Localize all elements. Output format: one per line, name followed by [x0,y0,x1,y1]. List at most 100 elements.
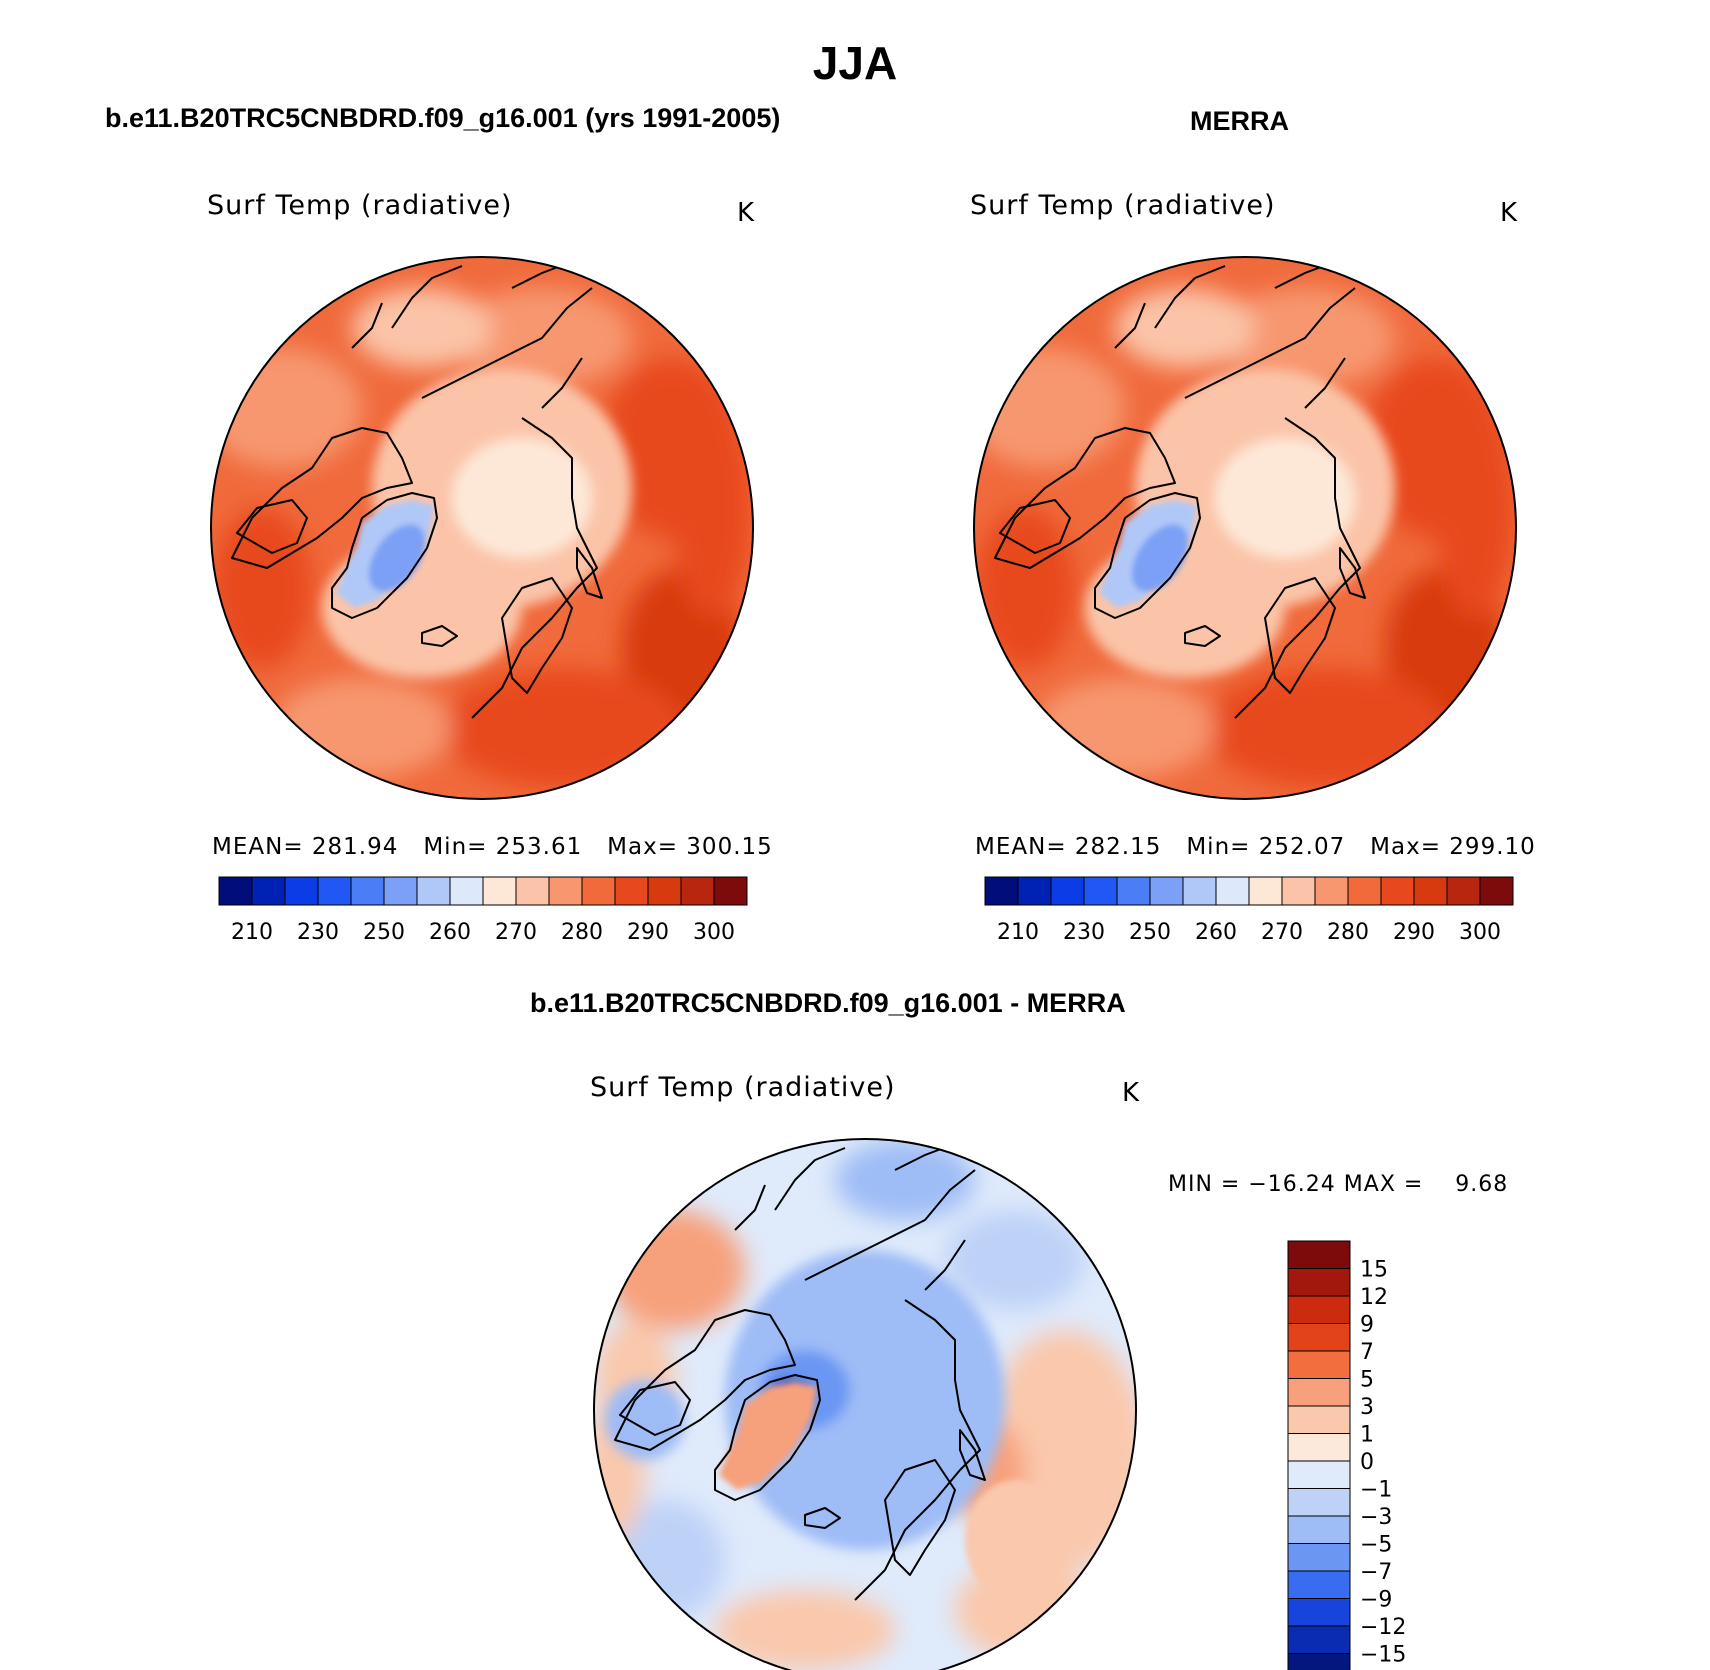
colorbar-swatch [1116,876,1151,906]
colorbar-swatch [984,876,1019,906]
warm-region [975,508,1075,668]
map-border [593,1138,1137,1670]
colorbar-swatch [548,876,583,906]
colorbar-swatch [1446,876,1481,906]
panel-1-units: K [737,198,756,228]
colorbar-swatch [1287,1240,1351,1269]
diff-min-label: MIN = [1168,1172,1241,1197]
diff-units: K [1122,1078,1141,1108]
greenland-ice [1099,500,1197,608]
coastline [994,427,1176,569]
colorbar-swatch [317,876,352,906]
arctic-ocean-inner [1215,438,1355,558]
colorbar-tick-label: −5 [1360,1533,1392,1558]
panel-2-min: 252.07 [1258,834,1346,860]
colorbar-swatch [1248,876,1283,906]
colorbar-tick-label: 290 [1393,920,1435,945]
diff-max: 9.68 [1455,1172,1509,1197]
greenland-ice [336,500,434,608]
colorbar-swatch [680,876,715,906]
panel-1-max-label: Max= [607,834,678,860]
diff-minmax: MIN = −16.24 MAX = 9.68 [1168,1172,1508,1197]
coastline [959,1429,986,1481]
coastline [714,1374,821,1501]
colorbar-swatch [515,876,550,906]
colorbar-tick-label: 230 [1063,920,1105,945]
colorbar-swatch [1347,876,1382,906]
coastline [1184,287,1361,719]
panel-1-mean: 281.94 [311,834,399,860]
colorbar-tick-label: 230 [297,920,339,945]
diff-min: −16.24 [1248,1172,1336,1197]
colorbar-tick-label: 280 [1327,920,1369,945]
panel-2-max-label: Max= [1370,834,1441,860]
panel-2-units: K [1500,198,1519,228]
colorbar-tick-label: −1 [1360,1478,1392,1503]
warm-region [352,288,492,368]
diff-variable: Surf Temp (radiative) [590,1072,896,1103]
warm-region [442,668,682,788]
panel-2-min-label: Min= [1186,834,1251,860]
warm-region [211,348,362,468]
warm-region [1205,668,1445,788]
greenland-warm-anomaly [719,1382,817,1490]
colorbar-swatch [1287,1488,1351,1517]
colorbar-tick-label: 250 [363,920,405,945]
panel-2-variable: Surf Temp (radiative) [970,190,1276,221]
colorbar-tick-label: 270 [495,920,537,945]
colorbar-swatch [1287,1460,1351,1489]
panel-2-mean-label: MEAN= [975,834,1067,860]
panel-1-mean-label: MEAN= [212,834,304,860]
panel-2-heading: MERRA [1190,106,1289,136]
coastline [804,1507,841,1529]
map-border [973,256,1517,800]
warm-region [974,348,1125,468]
colorbar-swatch [1017,876,1052,906]
coastline [1094,492,1201,619]
coastlines [994,257,1366,719]
colorbar-swatch [1287,1350,1351,1379]
colorbar-tick-label: 3 [1360,1395,1374,1420]
colorbar-tick-label: 7 [1360,1340,1374,1365]
coastline [576,547,603,599]
colorbar-swatch [1149,876,1184,906]
coastline [614,1309,796,1451]
colorbar-swatch [1287,1433,1351,1462]
colorbar-swatch [1083,876,1118,906]
coastline [1339,547,1366,599]
colorbar-tick-label: 1 [1360,1423,1374,1448]
arctic-ocean-inner [452,438,592,558]
anomaly-region [835,1140,975,1220]
colorbar-tick-label: 270 [1261,920,1303,945]
colorbar-swatch [1287,1268,1351,1297]
colorbar-tick-label: 5 [1360,1368,1374,1393]
panel-1-stats: MEAN= 281.94 Min= 253.61 Max= 300.15 [212,834,773,860]
colorbar-tick-label: 210 [231,920,273,945]
panel-2-mean: 282.15 [1074,834,1162,860]
anomaly-region [945,1210,1085,1310]
colorbar-swatch [1182,876,1217,906]
polar-map-3 [594,1139,1136,1670]
colorbar-swatch [1380,876,1415,906]
colorbar-swatch [1287,1405,1351,1434]
map-border [210,256,754,800]
colorbar-swatch [449,876,484,906]
colorbar-tick-label: 0 [1360,1450,1374,1475]
colorbar-swatch [1050,876,1085,906]
coastline [351,265,463,349]
coastline [331,492,438,619]
coastlines [614,1139,986,1601]
anomaly-region [605,1210,745,1330]
panel-1-min: 253.61 [495,834,583,860]
colorbar-swatch [1215,876,1250,906]
panel-1-variable: Surf Temp (radiative) [207,190,513,221]
coastline [804,1169,981,1601]
colorbar-tick-label: −12 [1360,1615,1406,1640]
colorbar-tick-label: 300 [693,920,735,945]
panel-2-max: 299.10 [1449,834,1536,860]
colorbar-swatch [350,876,385,906]
arctic-cool-anomaly [725,1250,1005,1550]
colorbar-swatch [416,876,451,906]
